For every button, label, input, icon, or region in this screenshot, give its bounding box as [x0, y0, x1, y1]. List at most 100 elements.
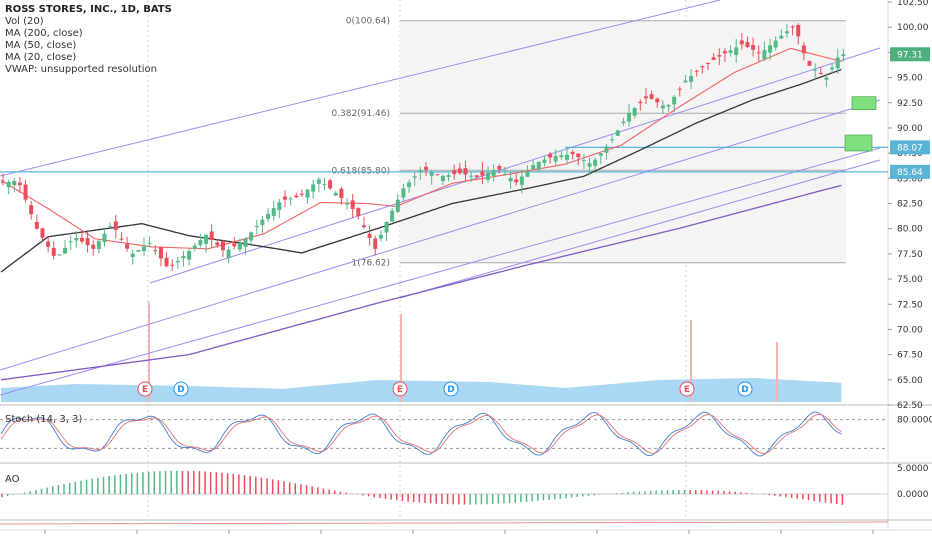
candle-body	[198, 240, 203, 246]
target-box	[851, 96, 877, 111]
candle-body	[531, 165, 536, 170]
candle-body	[125, 244, 130, 249]
candle-body	[717, 55, 722, 57]
dividend-marker	[443, 381, 459, 397]
price-axis-tick-label: 77.50	[897, 250, 923, 260]
candle-body	[689, 76, 694, 82]
candle-body	[322, 183, 327, 185]
earnings-marker	[392, 381, 408, 397]
candle-body	[142, 246, 146, 252]
candle-body	[559, 155, 564, 158]
candle-body	[108, 226, 113, 228]
candle-body	[446, 175, 451, 177]
candle-body	[412, 176, 417, 178]
dividend-marker-label: D	[177, 385, 184, 395]
dividend-marker	[737, 381, 753, 397]
candle-body	[768, 45, 773, 53]
chart-title: ROSS STORES, INC., 1D, BATS	[5, 4, 172, 15]
candle-body	[830, 67, 835, 70]
candle-body	[407, 182, 412, 188]
candle-body	[23, 184, 28, 200]
indicator-label: MA (50, close)	[5, 40, 77, 51]
indicator-label: VWAP: unsupported resolution	[5, 64, 157, 75]
candle-body	[153, 250, 158, 252]
price-axis-tick-label: 62.50	[897, 401, 923, 411]
chart-legend: ROSS STORES, INC., 1D, BATS Vol (20) MA …	[5, 4, 172, 76]
candle-body	[796, 25, 801, 37]
stoch-label: Stoch (14, 3, 3)	[5, 414, 83, 425]
stoch-axis-tick-label: 80.0000	[897, 416, 932, 426]
dividend-marker-label: D	[447, 385, 454, 395]
candle-body	[113, 221, 118, 230]
channel-line	[0, 147, 881, 396]
candle-body	[542, 159, 547, 163]
bottom-indicator-line	[0, 521, 889, 525]
price-axis-tick-label: 65.00	[897, 376, 923, 386]
earnings-marker-label: E	[397, 385, 403, 395]
candle-body	[345, 203, 350, 205]
candle-body	[807, 61, 812, 66]
volume-area	[1, 378, 842, 402]
candle-body	[841, 54, 846, 57]
candle-body	[452, 170, 457, 175]
candle-body	[164, 257, 169, 267]
ao-axis-tick-label: 0.0000	[897, 490, 929, 500]
dividend-marker	[173, 381, 189, 397]
candle-body	[130, 253, 135, 258]
candle-body	[395, 199, 400, 212]
dividend-marker-label: D	[741, 385, 748, 395]
candle-body	[1, 181, 5, 183]
candle-body	[277, 202, 282, 211]
candle-body	[576, 153, 581, 158]
candle-body	[604, 146, 609, 153]
candle-body	[373, 238, 378, 249]
price-badge	[890, 140, 930, 155]
candle-body	[418, 170, 423, 173]
candle-body	[316, 179, 321, 184]
candle-body	[311, 184, 316, 192]
candle-body	[6, 181, 11, 188]
candle-body	[424, 166, 428, 170]
candle-body	[598, 153, 603, 156]
candle-body	[457, 168, 462, 174]
candle-body	[683, 80, 688, 83]
candle-body	[587, 163, 592, 167]
price-axis-tick-label: 85.00	[897, 174, 923, 184]
candle-body	[762, 50, 767, 60]
price-axis-tick-label: 70.00	[897, 325, 923, 335]
candle-body	[711, 57, 716, 60]
candle-body	[548, 153, 553, 158]
candle-body	[266, 213, 271, 220]
candle-body	[440, 175, 445, 182]
candle-body	[502, 173, 507, 175]
candle-body	[722, 51, 727, 54]
candle-body	[435, 174, 440, 176]
candle-body	[773, 40, 778, 48]
candle-body	[158, 247, 163, 259]
candle-body	[497, 166, 502, 170]
candle-body	[649, 94, 654, 99]
candle-body	[170, 264, 175, 266]
candle-body	[672, 96, 677, 105]
candle-body	[305, 189, 310, 198]
candle-body	[204, 234, 209, 244]
channel-line	[149, 47, 881, 284]
volume-spike	[776, 342, 778, 402]
candle-body	[706, 62, 710, 64]
candle-body	[610, 139, 615, 141]
candle-body	[181, 256, 186, 259]
candle-body	[175, 260, 180, 263]
candle-body	[226, 249, 231, 258]
stoch-d-line	[0, 413, 842, 455]
candle-body	[29, 205, 34, 215]
indicator-label: MA (200, close)	[5, 28, 83, 39]
candle-body	[147, 242, 152, 244]
candle-body	[356, 207, 361, 217]
candle-body	[34, 221, 39, 229]
price-axis-tick-label: 82.50	[897, 200, 923, 210]
candle-body	[429, 172, 434, 176]
candle-body	[593, 159, 598, 166]
candle-body	[514, 179, 519, 183]
